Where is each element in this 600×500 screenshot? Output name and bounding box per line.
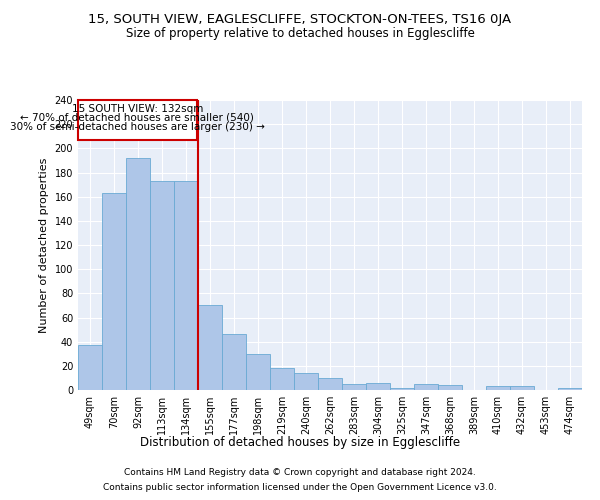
Bar	[150, 181, 174, 390]
Text: Size of property relative to detached houses in Egglescliffe: Size of property relative to detached ho…	[125, 28, 475, 40]
Bar	[294, 373, 318, 390]
Bar	[102, 193, 126, 390]
Bar	[126, 158, 150, 390]
Bar	[78, 346, 102, 390]
Bar	[198, 306, 222, 390]
Text: 30% of semi-detached houses are larger (230) →: 30% of semi-detached houses are larger (…	[10, 122, 265, 132]
Bar	[558, 388, 582, 390]
Bar	[222, 334, 246, 390]
Bar	[510, 386, 534, 390]
FancyBboxPatch shape	[78, 100, 197, 140]
Text: 15, SOUTH VIEW, EAGLESCLIFFE, STOCKTON-ON-TEES, TS16 0JA: 15, SOUTH VIEW, EAGLESCLIFFE, STOCKTON-O…	[88, 12, 512, 26]
Text: Contains HM Land Registry data © Crown copyright and database right 2024.: Contains HM Land Registry data © Crown c…	[124, 468, 476, 477]
Y-axis label: Number of detached properties: Number of detached properties	[39, 158, 49, 332]
Bar	[246, 354, 270, 390]
Bar	[366, 383, 390, 390]
Text: Contains public sector information licensed under the Open Government Licence v3: Contains public sector information licen…	[103, 483, 497, 492]
Text: 15 SOUTH VIEW: 132sqm: 15 SOUTH VIEW: 132sqm	[71, 104, 203, 114]
Bar	[270, 368, 294, 390]
Bar	[414, 384, 438, 390]
Bar	[390, 388, 414, 390]
Bar	[486, 386, 510, 390]
Bar	[174, 181, 198, 390]
Bar	[318, 378, 342, 390]
Bar	[342, 384, 366, 390]
Text: Distribution of detached houses by size in Egglescliffe: Distribution of detached houses by size …	[140, 436, 460, 449]
Text: ← 70% of detached houses are smaller (540): ← 70% of detached houses are smaller (54…	[20, 112, 254, 122]
Bar	[438, 385, 462, 390]
